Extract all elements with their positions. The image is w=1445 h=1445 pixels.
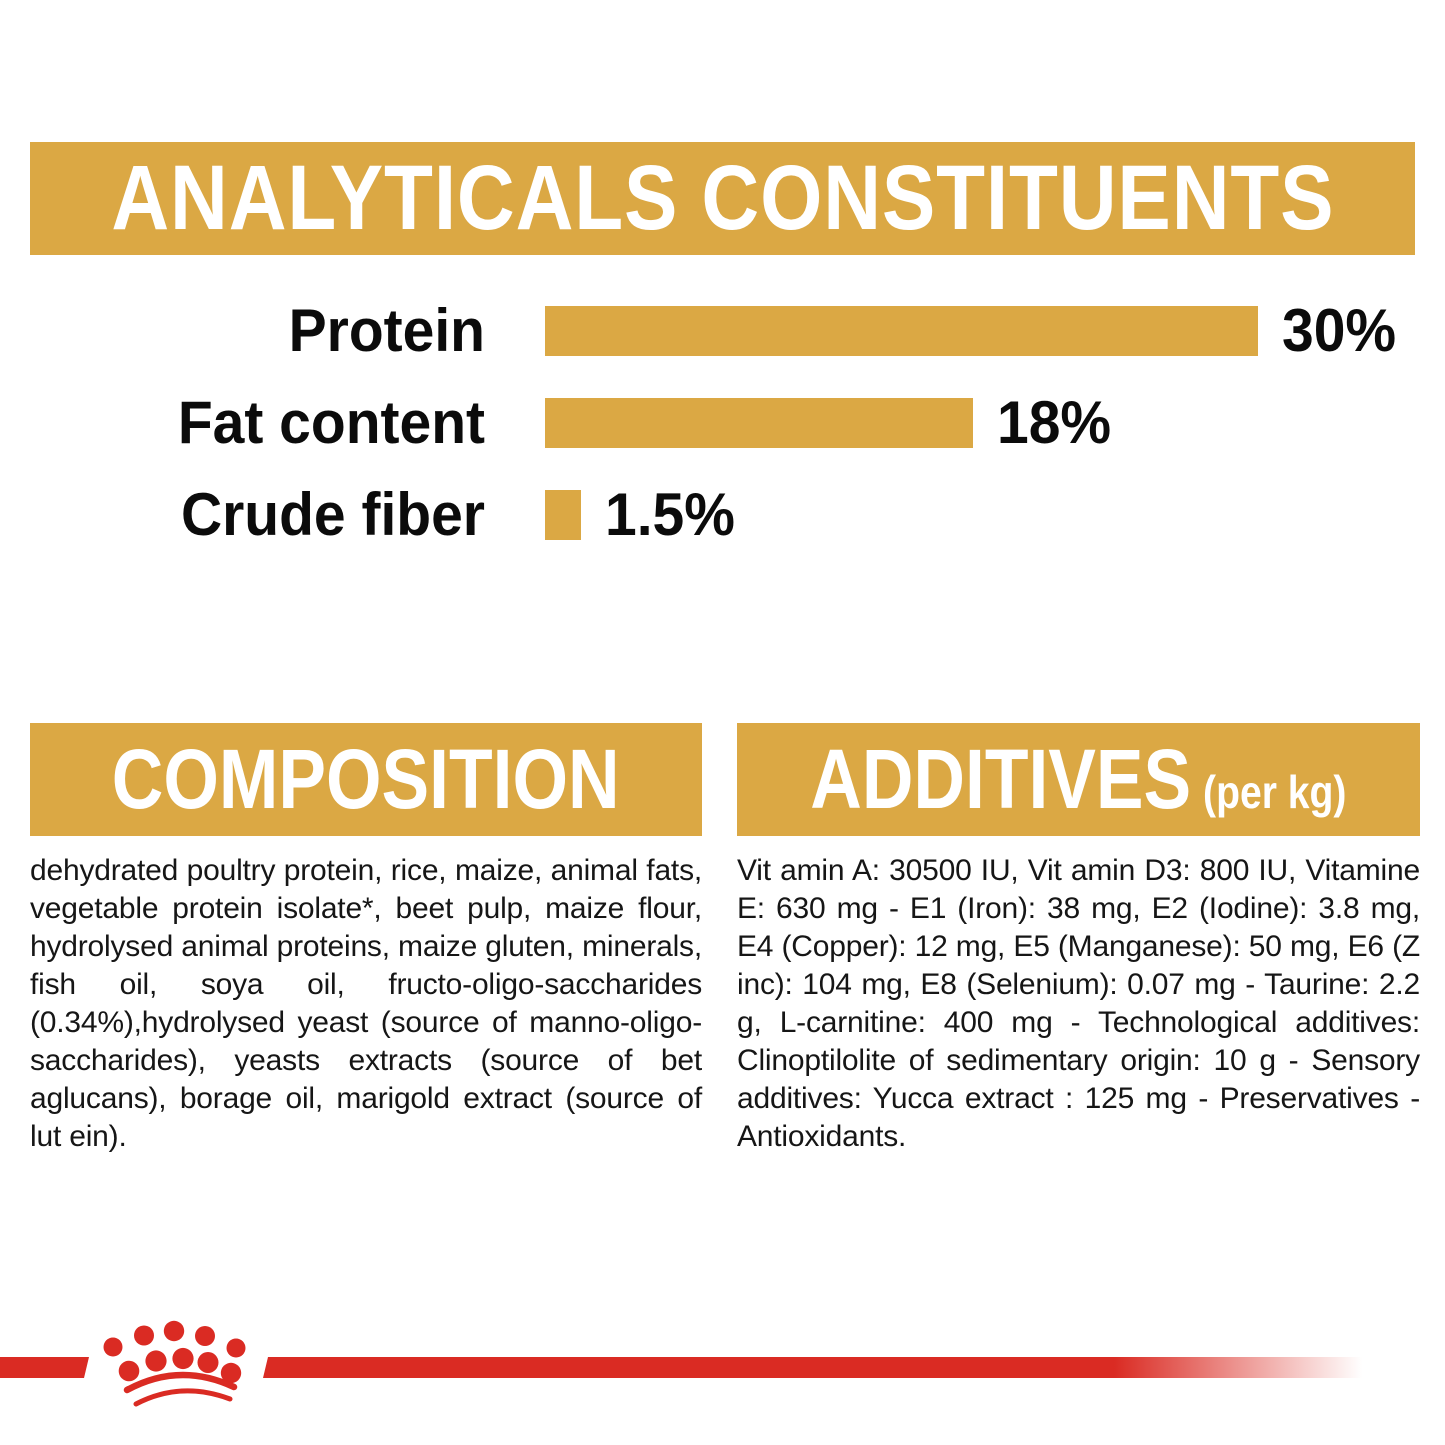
chart-category-label: Crude fiber [180, 481, 486, 548]
analyticals-chart: Protein 30% Fat content 18% Crude fiber 1.5% [30, 301, 1402, 582]
composition-heading: COMPOSITION [112, 732, 620, 826]
chart-value-label: 18% [997, 389, 1112, 456]
composition-banner: COMPOSITION [30, 723, 702, 836]
analyticals-banner: ANALYTICALS CONSTITUENTS [30, 142, 1415, 255]
chart-category-label: Protein [288, 297, 485, 364]
chart-row: Fat content 18% [30, 393, 1402, 453]
chart-row: Protein 30% [30, 301, 1402, 361]
chart-row: Crude fiber 1.5% [30, 485, 1402, 545]
brand-stripe-right [263, 1357, 1445, 1378]
chart-bar-area: 18% [545, 393, 1117, 453]
brand-stripe-left [0, 1357, 89, 1378]
additives-banner: ADDITIVES (per kg) [737, 723, 1420, 836]
royal-canin-crown-icon [103, 1320, 246, 1407]
additives-heading: ADDITIVES (per kg) [810, 731, 1346, 828]
chart-bar [545, 398, 973, 448]
chart-value-label: 1.5% [605, 481, 735, 548]
chart-bar [545, 306, 1258, 356]
chart-category-label: Fat content [177, 389, 485, 456]
analyticals-title: ANALYTICALS CONSTITUENTS [110, 147, 1335, 249]
additives-heading-main: ADDITIVES [810, 732, 1192, 826]
composition-section: COMPOSITION dehydrated poultry protein, … [30, 723, 702, 1156]
additives-heading-suffix: (per kg) [1203, 766, 1347, 818]
chart-bar [545, 490, 581, 540]
composition-text: dehydrated poultry protein, rice, maize,… [30, 854, 702, 1153]
additives-text: Vit amin A: 30500 IU, Vit amin D3: 800 I… [737, 854, 1420, 1153]
chart-bar-area: 30% [545, 301, 1402, 361]
chart-bar-area: 1.5% [545, 485, 742, 545]
chart-value-label: 30% [1282, 297, 1397, 364]
additives-section: ADDITIVES (per kg) Vit amin A: 30500 IU, … [737, 723, 1420, 1156]
